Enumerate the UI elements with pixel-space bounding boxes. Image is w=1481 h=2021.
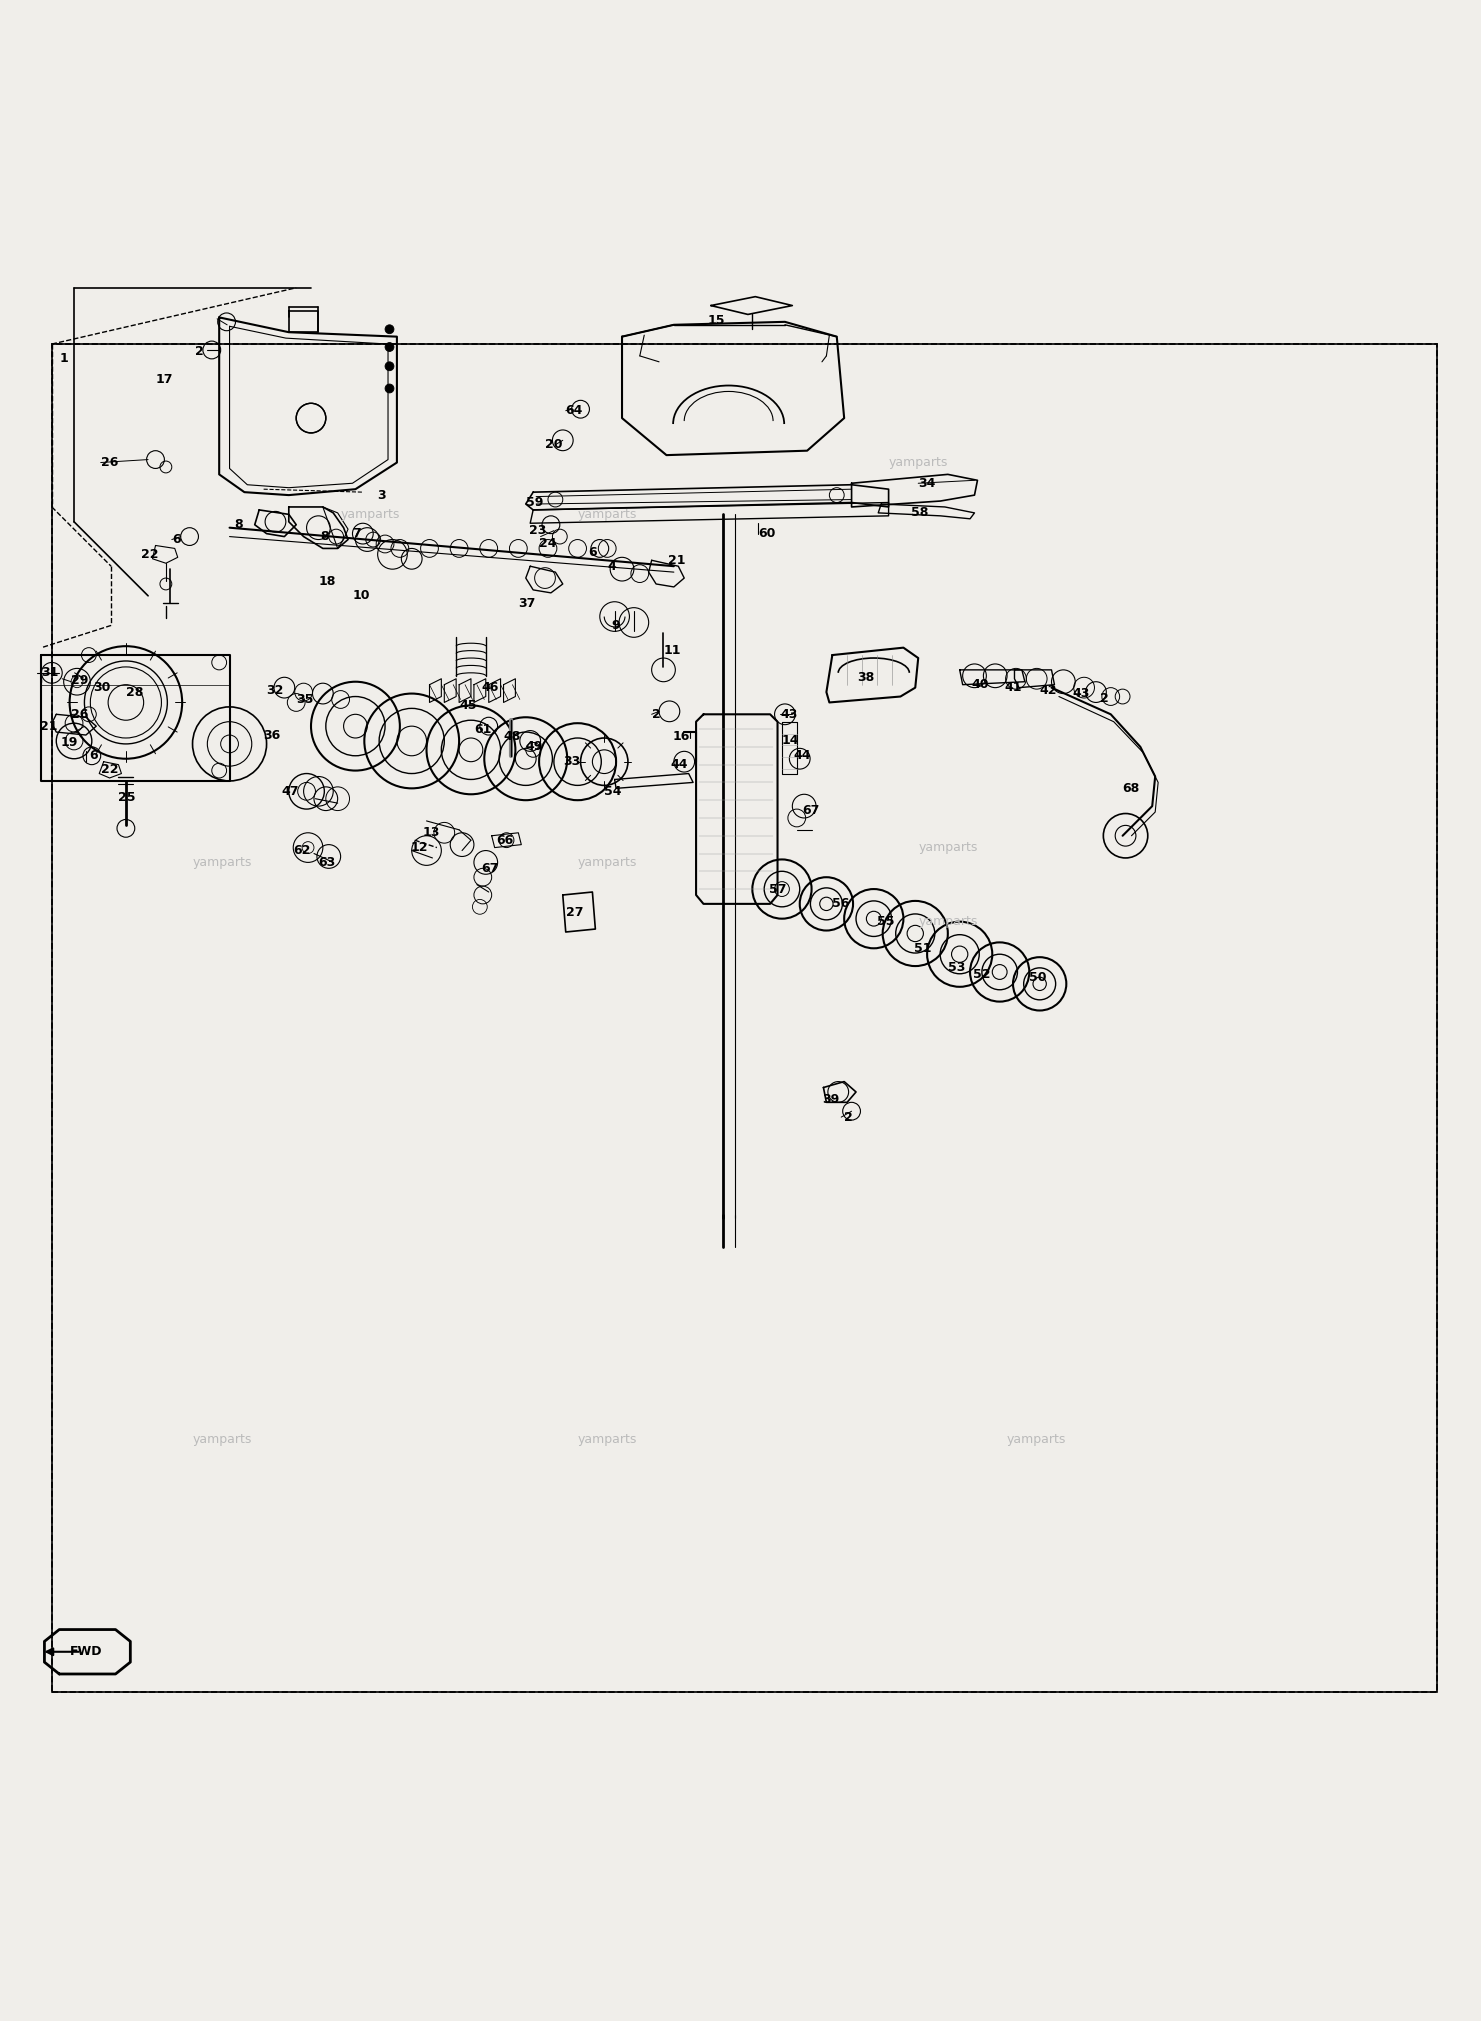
Text: 13: 13 [422, 827, 440, 839]
Text: 63: 63 [318, 857, 336, 869]
Text: 21: 21 [668, 554, 686, 566]
Text: 11: 11 [663, 645, 681, 657]
Text: yamparts: yamparts [578, 1433, 637, 1447]
Text: 1: 1 [59, 352, 68, 366]
Text: 14: 14 [782, 734, 800, 748]
Text: 61: 61 [474, 724, 492, 736]
Text: 6: 6 [89, 750, 98, 762]
Circle shape [385, 384, 394, 392]
Text: 22: 22 [101, 762, 118, 776]
Text: 2: 2 [652, 707, 661, 721]
Text: 4: 4 [607, 560, 616, 572]
Text: 6: 6 [172, 534, 181, 546]
Text: 56: 56 [832, 897, 850, 909]
Text: 44: 44 [671, 758, 689, 772]
Text: 58: 58 [911, 507, 929, 519]
Text: 24: 24 [539, 538, 557, 550]
Text: 57: 57 [769, 883, 786, 895]
Text: 30: 30 [93, 681, 111, 693]
Text: 6: 6 [588, 546, 597, 560]
Text: yamparts: yamparts [341, 507, 400, 521]
Text: 59: 59 [526, 495, 544, 509]
Text: 46: 46 [481, 681, 499, 693]
Text: 26: 26 [71, 707, 89, 721]
Text: 17: 17 [156, 374, 173, 386]
Text: 9: 9 [612, 618, 621, 633]
Text: 2: 2 [1100, 691, 1109, 705]
Circle shape [385, 362, 394, 370]
Text: 19: 19 [61, 736, 78, 750]
Text: yamparts: yamparts [193, 857, 252, 869]
Text: 7: 7 [352, 527, 361, 540]
Text: 48: 48 [504, 730, 521, 744]
Text: 15: 15 [708, 313, 726, 327]
Text: 2: 2 [195, 346, 204, 358]
Text: 28: 28 [126, 685, 144, 699]
Text: 12: 12 [410, 841, 428, 855]
Text: 21: 21 [40, 719, 58, 734]
Text: 43: 43 [1072, 687, 1090, 699]
Circle shape [385, 344, 394, 352]
Text: 45: 45 [459, 699, 477, 711]
Text: 23: 23 [529, 523, 546, 538]
Text: 38: 38 [857, 671, 875, 683]
Text: 3: 3 [378, 489, 387, 501]
Text: 35: 35 [296, 693, 314, 705]
Text: 43: 43 [780, 707, 798, 721]
Text: 34: 34 [918, 477, 936, 489]
Text: FWD: FWD [70, 1645, 102, 1659]
Text: 42: 42 [1040, 683, 1057, 697]
Text: 67: 67 [803, 804, 820, 816]
Text: 16: 16 [672, 730, 690, 744]
Text: 10: 10 [352, 590, 370, 602]
Text: 54: 54 [604, 784, 622, 798]
Text: 47: 47 [281, 784, 299, 798]
Text: 32: 32 [267, 683, 284, 697]
Text: yamparts: yamparts [578, 857, 637, 869]
Text: 49: 49 [526, 740, 544, 754]
Text: yamparts: yamparts [918, 916, 977, 928]
Text: yamparts: yamparts [578, 507, 637, 521]
Text: 25: 25 [118, 790, 136, 804]
Text: 22: 22 [141, 548, 158, 562]
Text: 50: 50 [1029, 972, 1047, 984]
Text: yamparts: yamparts [193, 1433, 252, 1447]
Text: 29: 29 [71, 673, 89, 687]
Text: 51: 51 [914, 942, 932, 954]
Text: yamparts: yamparts [918, 841, 977, 855]
Text: 55: 55 [877, 916, 895, 928]
Text: 62: 62 [293, 845, 311, 857]
Text: 8: 8 [320, 530, 329, 544]
Text: 52: 52 [973, 968, 991, 982]
Text: 18: 18 [318, 574, 336, 588]
Text: 20: 20 [545, 439, 563, 451]
Text: 39: 39 [822, 1093, 840, 1105]
Text: 67: 67 [481, 861, 499, 875]
Text: 36: 36 [264, 728, 281, 742]
Text: 64: 64 [566, 404, 584, 416]
Text: yamparts: yamparts [1007, 1433, 1066, 1447]
Text: 31: 31 [41, 667, 59, 679]
Text: 66: 66 [496, 835, 514, 847]
Text: 37: 37 [518, 596, 536, 610]
Text: yamparts: yamparts [889, 457, 948, 469]
Text: 26: 26 [101, 457, 118, 469]
Text: 41: 41 [1004, 681, 1022, 693]
Text: 27: 27 [566, 905, 584, 920]
Circle shape [385, 325, 394, 333]
Text: 68: 68 [1123, 782, 1140, 794]
Text: 2: 2 [844, 1112, 853, 1124]
Text: 44: 44 [794, 750, 812, 762]
Text: 53: 53 [948, 962, 966, 974]
Text: 40: 40 [972, 679, 989, 691]
Text: 8: 8 [234, 517, 243, 532]
Text: 33: 33 [563, 756, 581, 768]
Text: 60: 60 [758, 527, 776, 540]
